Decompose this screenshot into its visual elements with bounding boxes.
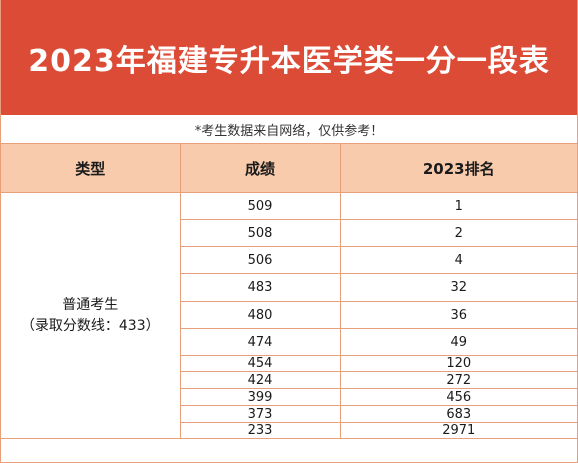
rank-cell: 32 xyxy=(340,273,577,302)
score-cell: 424 xyxy=(180,371,341,389)
table-row: 454 120 xyxy=(1,355,577,372)
rank-cell: 120 xyxy=(340,355,577,372)
rank-cell: 272 xyxy=(340,371,577,389)
table-row: 373 683 xyxy=(1,405,577,423)
score-cell: 373 xyxy=(180,405,341,423)
table-row: 424 272 xyxy=(1,371,577,389)
rank-cell: 1 xyxy=(340,192,577,220)
score-cell: 483 xyxy=(180,273,341,302)
title-banner: 2023年福建专升本医学类一分一段表 xyxy=(1,0,577,115)
rank-cell: 49 xyxy=(340,328,577,356)
table-row: 508 2 xyxy=(1,219,577,247)
table-row: 233 2971 xyxy=(1,422,577,439)
score-rank-table: 类型 成绩 2023排名 普通考生 （录取分数线：433） 509 1 508 2… xyxy=(1,144,577,439)
rank-cell: 2971 xyxy=(340,422,577,439)
rank-cell: 456 xyxy=(340,388,577,406)
score-cell: 480 xyxy=(180,301,341,329)
category-name: 普通考生 xyxy=(62,297,119,314)
rank-cell: 2 xyxy=(340,219,577,247)
score-cell: 454 xyxy=(180,355,341,372)
score-cell: 474 xyxy=(180,328,341,356)
table-row: 483 32 xyxy=(1,273,577,302)
table-body: 普通考生 （录取分数线：433） 509 1 508 2 506 4 483 32 480 3… xyxy=(1,192,577,439)
table-row: 480 36 xyxy=(1,301,577,329)
score-cell: 508 xyxy=(180,219,341,247)
rank-cell: 4 xyxy=(340,246,577,274)
rank-cell: 36 xyxy=(340,301,577,329)
table-row: 506 4 xyxy=(1,246,577,274)
category-cell: 普通考生 （录取分数线：433） xyxy=(1,192,181,439)
table-header-row: 类型 成绩 2023排名 xyxy=(1,144,577,193)
admission-cutoff: （录取分数线：433） xyxy=(20,317,160,334)
table-row: 474 49 xyxy=(1,328,577,356)
score-cell: 399 xyxy=(180,388,341,406)
header-type: 类型 xyxy=(1,144,181,193)
score-cell: 509 xyxy=(180,192,341,220)
table-row: 399 456 xyxy=(1,388,577,406)
page-title: 2023年福建专升本医学类一分一段表 xyxy=(28,43,550,79)
rank-cell: 683 xyxy=(340,405,577,423)
table-row: 普通考生 （录取分数线：433） 509 1 xyxy=(1,192,577,439)
data-source-note: *考生数据来自网络，仅供参考！ xyxy=(1,115,577,144)
score-cell: 233 xyxy=(180,422,341,439)
header-score: 成绩 xyxy=(180,144,341,193)
score-cell: 506 xyxy=(180,246,341,274)
header-rank: 2023排名 xyxy=(340,144,577,193)
